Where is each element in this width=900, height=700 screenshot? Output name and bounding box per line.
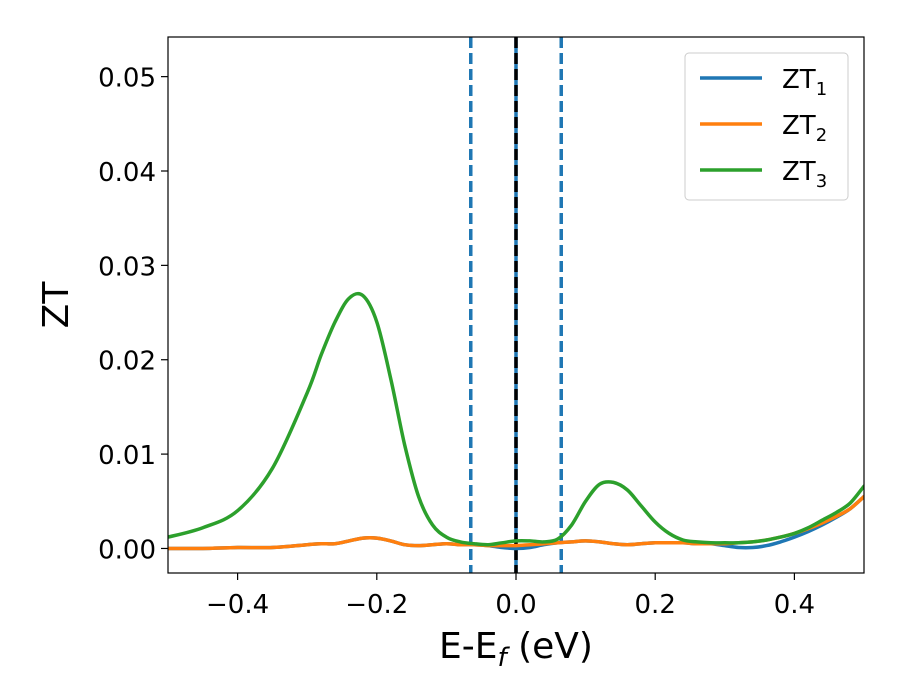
reference-lines [469, 37, 563, 573]
x-tick-label: 0.0 [495, 590, 536, 620]
x-axis-label-unit: (eV) [507, 626, 593, 667]
y-tick-label: 0.03 [98, 252, 156, 282]
legend-label-1: ZT1 [782, 65, 827, 100]
legend-label-1-main: ZT [782, 65, 816, 95]
y-tick-label: 0.04 [98, 158, 156, 188]
legend-label-1-sub: 1 [816, 79, 827, 100]
series-line-3 [168, 291, 864, 547]
legend-label-3-sub: 3 [816, 171, 827, 192]
series-lines [168, 291, 864, 551]
y-axis: 0.00 0.01 0.02 0.03 0.04 0.05 [98, 64, 168, 565]
legend-label-2-main: ZT [782, 111, 816, 141]
x-tick-label: 0.2 [635, 590, 676, 620]
legend: ZT1 ZT2 ZT3 [684, 52, 849, 201]
y-tick-label: 0.00 [98, 535, 156, 565]
x-tick-label: −0.2 [345, 590, 408, 620]
x-axis-label: E-Ef (eV) [439, 626, 593, 673]
legend-label-2: ZT2 [782, 111, 827, 146]
y-tick-label: 0.05 [98, 64, 156, 94]
x-tick-label: 0.4 [774, 590, 815, 620]
legend-label-3-main: ZT [782, 157, 816, 187]
x-axis-label-main: E-E [439, 626, 497, 667]
y-tick-label: 0.01 [98, 441, 156, 471]
legend-label-2-sub: 2 [816, 125, 827, 146]
x-tick-label: −0.4 [206, 590, 269, 620]
legend-box [684, 52, 849, 201]
x-axis: −0.4 −0.2 0.0 0.2 0.4 [206, 573, 815, 620]
legend-label-3: ZT3 [782, 157, 827, 192]
y-axis-label: ZT [36, 281, 77, 329]
y-tick-label: 0.02 [98, 347, 156, 377]
